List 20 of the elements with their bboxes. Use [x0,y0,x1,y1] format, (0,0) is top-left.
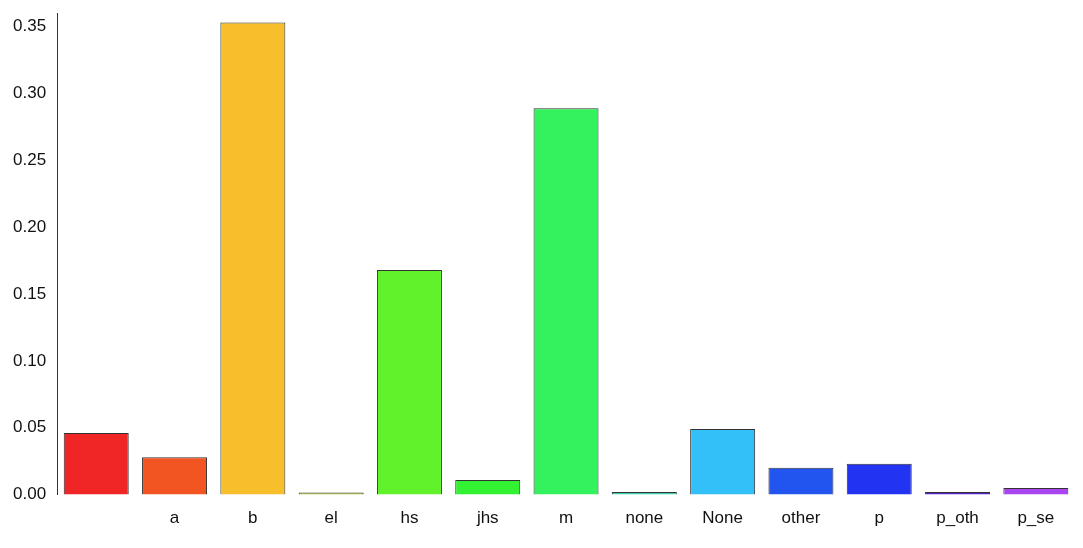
y-tick-label: 0.35 [12,16,47,36]
x-tick-label: a [169,508,180,528]
y-tick-label: 0.15 [12,283,47,303]
x-tick-label: b [248,508,258,528]
y-tick-label: 0.00 [12,484,47,504]
y-tick-label: 0.10 [12,350,47,370]
x-tick-label: el [324,508,338,528]
x-tick-label: hs [400,508,419,528]
x-tick-label: jhs [475,508,499,528]
x-tick-label: p_oth [936,508,979,528]
x-tick-label: None [702,508,743,528]
x-tick-label: m [558,508,574,528]
y-tick-label: 0.05 [12,417,47,437]
y-tick-label: 0.30 [12,83,47,103]
x-tick-label: p_se [1017,508,1055,528]
y-tick-label: 0.20 [12,216,47,236]
x-tick-label: p [874,508,884,528]
x-tick-label: other [781,508,821,528]
y-tick-label: 0.25 [12,149,47,169]
x-tick-label: none [625,508,664,528]
